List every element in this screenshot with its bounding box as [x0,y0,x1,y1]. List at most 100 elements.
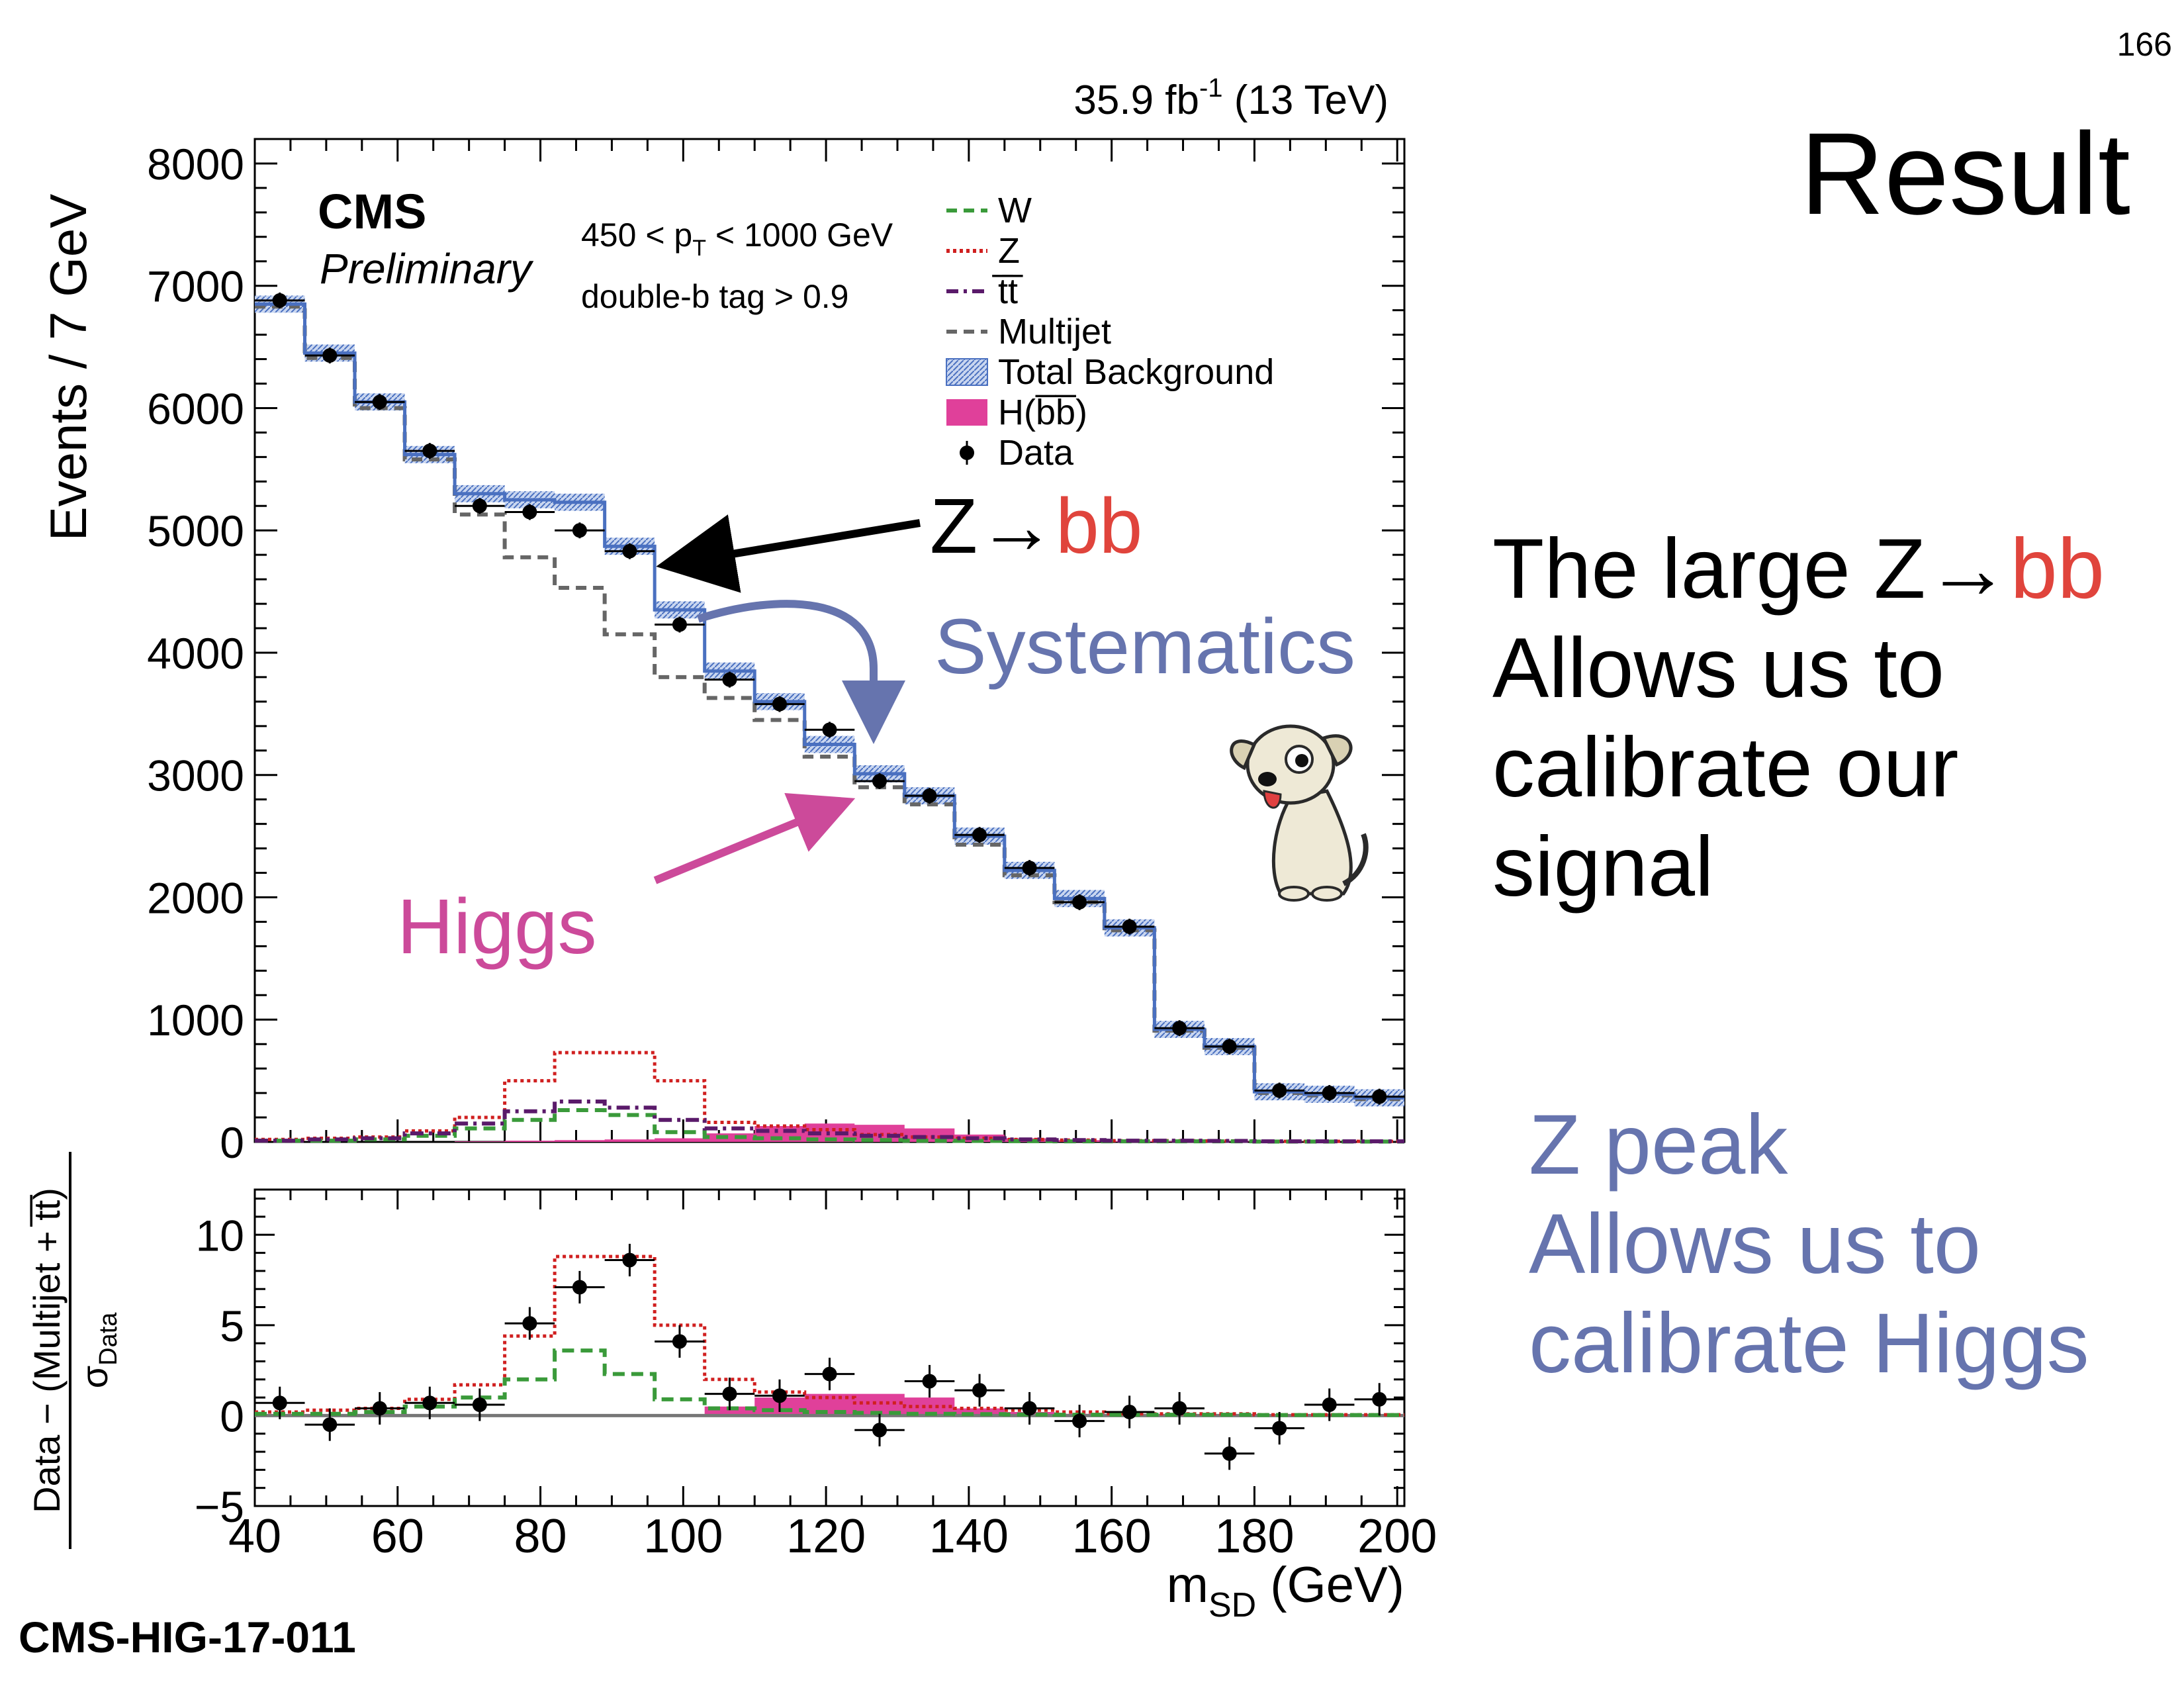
z-peak-line-2: Allows us to [1529,1197,1981,1292]
explanation-line-1: The large Z→bb [1492,520,2105,619]
data-point [872,773,887,788]
x-tick-label: 180 [1214,1510,1294,1563]
x-tick-label: 120 [786,1510,866,1563]
legend-label: W [998,191,1032,230]
legend-symbol [946,399,987,426]
x-tick-label: 40 [228,1510,281,1563]
pt-cut-label: 450 < pT < 1000 GeV [581,216,893,261]
data-point [572,523,587,538]
data-point [822,722,837,737]
y-tick-label: 10 [196,1211,244,1260]
data-point [922,1374,937,1389]
systematics-annotation: Systematics [934,603,1355,690]
data-point [972,827,987,843]
status-label: Preliminary [320,245,534,293]
data-point [1022,861,1037,876]
data-point [472,1397,487,1413]
data-point [1272,1083,1287,1098]
data-point [272,1395,287,1411]
y-tick-label: 5 [220,1301,244,1350]
explanation-line-1-highlight: bb [2010,522,2105,616]
data-point [622,1252,637,1268]
x-tick-label: 60 [371,1510,424,1563]
z-peak-line-3: calibrate Higgs [1529,1296,2089,1391]
data-point [822,1366,837,1382]
page-number: 166 [2116,26,2172,63]
data-point [672,617,687,632]
data-point [1372,1391,1387,1407]
data-point [572,1280,587,1295]
z-series-line [255,1254,1404,1417]
explanation-line-2: Allows us to [1492,621,1944,716]
data-point [522,504,537,520]
slide-title: Result [1800,109,2130,239]
explanation-line-1-prefix: The large Z→ [1492,522,2011,616]
top-panel-series [255,292,1404,1144]
y-axis-label: Events / 7 GeV [39,194,97,541]
legend-symbol [960,446,974,460]
bottom-panel-series [255,1243,1404,1470]
data-point [922,788,937,804]
top-panel-y-tick-labels: 0 1000 2000 3000 4000 5000 6000 7000 8000 [147,140,244,1167]
legend-label: Z [998,231,1020,271]
total-background-uncertainty-band [255,295,1404,1107]
y-tick-label: 6000 [147,384,244,433]
y-tick-label: 0 [220,1391,244,1440]
data-point [1222,1446,1237,1461]
ttbar-series-line [255,1100,1404,1144]
data-point [1172,1401,1187,1416]
data-point [1272,1421,1287,1436]
x-axis-label: mSD (GeV) [1167,1557,1404,1624]
dog-cartoon [1230,724,1369,902]
data-point [722,1386,737,1401]
y-tick-label: 4000 [147,629,244,678]
btag-cut-label: double-b tag > 0.9 [581,278,849,315]
data-point [422,444,437,459]
data-point [372,395,387,410]
legend-label: Data [998,433,1074,473]
data-point [1072,1413,1087,1429]
explanation-text: The large Z→bb Allows us to calibrate ou… [1492,520,2105,917]
zbb-arrow [656,514,921,593]
higgs-annotation: Higgs [397,883,597,970]
data-point [622,543,637,559]
data-point [322,348,338,363]
top-panel: 0 1000 2000 3000 4000 5000 6000 7000 8000 CMS Pr… [39,138,1406,1167]
higgs-signal-fill [255,1393,1404,1416]
data-point [872,1423,887,1438]
legend-label: t̅t̅ [992,271,1023,311]
y-tick-label: 2000 [147,873,244,922]
data-point [522,1316,537,1331]
data-point [672,1334,687,1349]
systematics-arrow [697,600,905,744]
data-point [272,293,287,308]
luminosity-label: 35.9 fb-1 (13 TeV) [1073,73,1388,123]
y-tick-label: 7000 [147,262,244,311]
x-tick-label: 200 [1357,1510,1437,1563]
analysis-reference: CMS-HIG-17-011 [19,1613,356,1662]
experiment-label: CMS [318,184,426,239]
x-tick-label: 100 [643,1510,723,1563]
z-peak-text: Z peak Allows us to calibrate Higgs [1529,1096,2089,1393]
x-tick-labels: 40 60 80 100 120 140 160 180 200 [228,1510,1437,1563]
data-point [1222,1039,1237,1054]
total-background-line [255,302,1404,1100]
data-point [1122,1404,1137,1419]
higgs-arrow [653,792,856,884]
legend-symbol [946,358,988,386]
annotations: Z→bb Systematics Higgs [397,483,1369,970]
y-tick-label: −5 [195,1482,244,1531]
data-point [772,1388,787,1403]
data-point [372,1401,387,1416]
data-point [1322,1397,1337,1413]
data-point [1122,919,1137,934]
y-tick-label: 1000 [147,996,244,1045]
data-point [972,1383,987,1398]
bottom-panel-y-tick-labels: −5 0 5 10 [195,1211,244,1531]
y-tick-label: 3000 [147,751,244,800]
data-point [1372,1089,1387,1104]
zbb-annotation: Z→bb [930,483,1142,570]
explanation-line-3: calibrate our [1492,720,1959,815]
mass-spectrum-figure: 35.9 fb-1 (13 TeV) 010002000300040005000… [26,73,1437,1624]
